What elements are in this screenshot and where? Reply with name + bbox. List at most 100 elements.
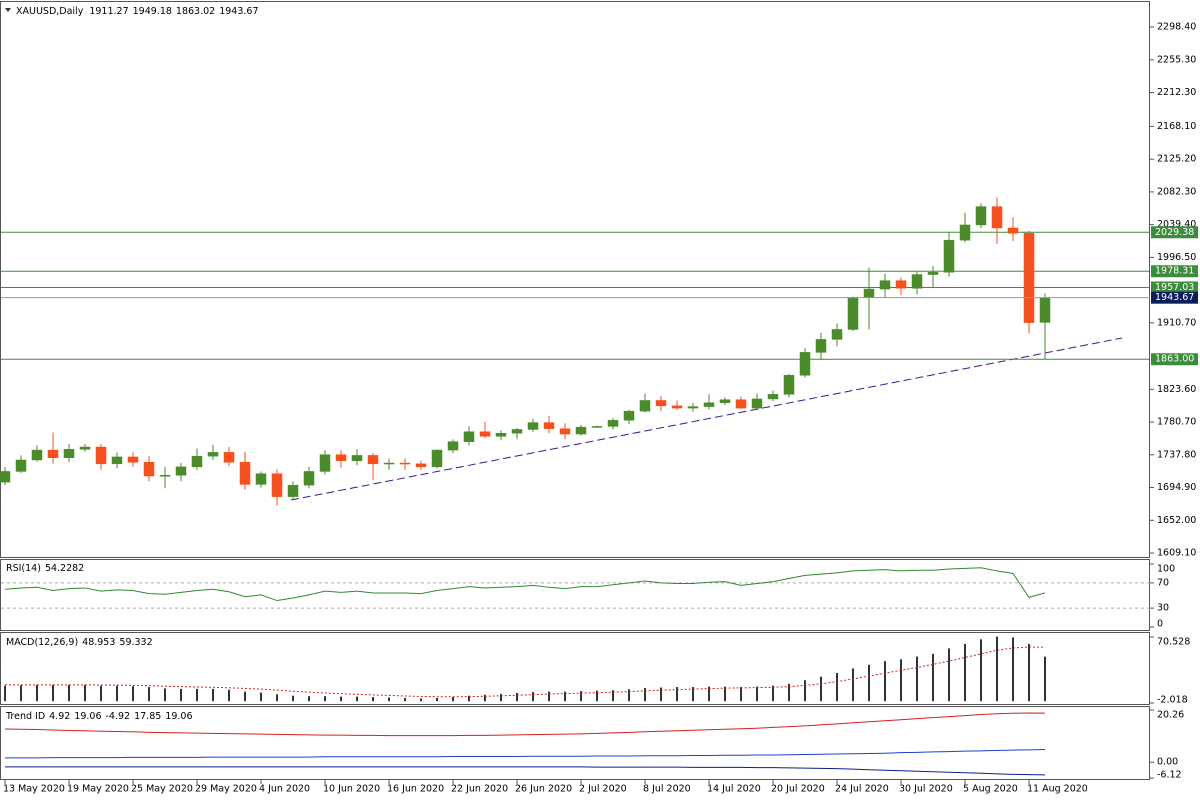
y-tick-label: 2039.40 [1157,219,1196,230]
candle-body [671,405,683,409]
candle-body [543,422,555,429]
macd-bar [516,692,518,702]
x-tick-label: 25 May 2020 [131,784,193,795]
candle-body [95,446,107,465]
macd-bar [964,643,966,702]
candle-body [703,402,715,407]
macd-bar [388,697,390,702]
macd-bar [500,693,502,702]
y-tick-label: 1996.50 [1157,252,1196,263]
candle-body [495,433,507,437]
candle-body [271,473,283,497]
candle-body [927,271,939,275]
macd-bar [548,691,550,702]
x-tick-label: 2 Jul 2020 [579,784,627,795]
candle-body [575,426,587,435]
macd-bar [724,686,726,702]
x-tick-label: 8 Jul 2020 [643,784,691,795]
candle-body [687,406,699,409]
macd-bar [580,691,582,702]
macd-bar [324,696,326,702]
level-label: 1978.31 [1155,266,1194,277]
macd-bar [420,698,422,702]
macd-bar [372,697,374,702]
candle-body [1007,227,1019,234]
candle-body [127,456,139,463]
candle-body [239,462,251,485]
trend-readout: 19.06 [165,711,192,722]
y-tick-label: 1823.60 [1157,384,1196,395]
y-tick-label: 2168.10 [1157,121,1196,132]
x-tick-label: 24 Jul 2020 [835,784,889,795]
macd-bar [1028,643,1030,702]
candle-body [751,398,763,409]
candle-body [735,399,747,409]
main-header: XAUUSD,Daily 1911.27 1949.18 1863.02 1943.67 [16,6,259,17]
candle-body [143,462,155,477]
candle-body [255,473,267,485]
candle-body [479,431,491,437]
candle-body [31,449,43,461]
macd-bar [900,659,902,702]
macd-bar [852,668,854,702]
level-label: 1957.03 [1155,282,1194,293]
macd-bar [884,661,886,702]
y-tick-label: 0.00 [1157,757,1178,768]
candle-body [159,475,171,477]
macd-bar [404,697,406,702]
macd-bar [996,636,998,702]
macd-bar [468,695,470,702]
macd-bar [740,687,742,702]
y-tick-label: 30 [1157,603,1169,614]
macd-bar [340,696,342,702]
macd-bar [676,687,678,702]
level-label-box [1151,353,1198,366]
macd-bar [612,690,614,702]
macd-bar [356,696,358,702]
macd-bar [788,683,790,702]
level-label: 2029.38 [1155,227,1194,238]
line-series [4,712,1046,737]
macd-bar [180,688,182,702]
y-tick-label: 1652.00 [1157,515,1196,526]
x-tick-label: 4 Jun 2020 [259,784,310,795]
candle-body [223,452,235,463]
macd-bar [100,685,102,702]
y-tick-label: 70 [1157,577,1169,588]
close-readout: 1943.67 [219,6,258,17]
candle-body [447,441,459,451]
candle-body [591,426,603,428]
trend-readout: 17.85 [134,711,161,722]
candle-body [399,462,411,465]
candle-body [639,400,651,412]
macd-bar [68,684,70,702]
macd-bar [932,653,934,702]
trend-title: Trend ID [5,711,45,722]
trend-readout: 19.06 [74,711,101,722]
x-tick-label: 16 Jun 2020 [387,784,444,795]
x-tick-label: 30 Jul 2020 [899,784,953,795]
candle-body [623,410,635,421]
macd-bar [452,697,454,702]
macd-bar [564,691,566,702]
candle-body [863,288,875,298]
candle-body [319,454,331,472]
trend-readout: -4.92 [106,711,131,722]
candle-body [767,394,779,400]
x-tick-label: 5 Aug 2020 [963,784,1018,795]
last-price-label: 1943.67 [1155,292,1194,303]
macd-bar [948,648,950,702]
macd-bar [1012,637,1014,702]
rsi-readout: 54.2282 [45,563,84,574]
candle-body [943,239,955,273]
macd-bar [116,685,118,702]
macd-bar [804,680,806,702]
level-label-box [1151,226,1198,239]
candle-body [287,484,299,497]
y-tick-label: 1737.80 [1157,449,1196,460]
line-series [4,646,1046,698]
x-tick-label: 29 May 2020 [195,784,257,795]
level-label-box [1151,281,1198,294]
